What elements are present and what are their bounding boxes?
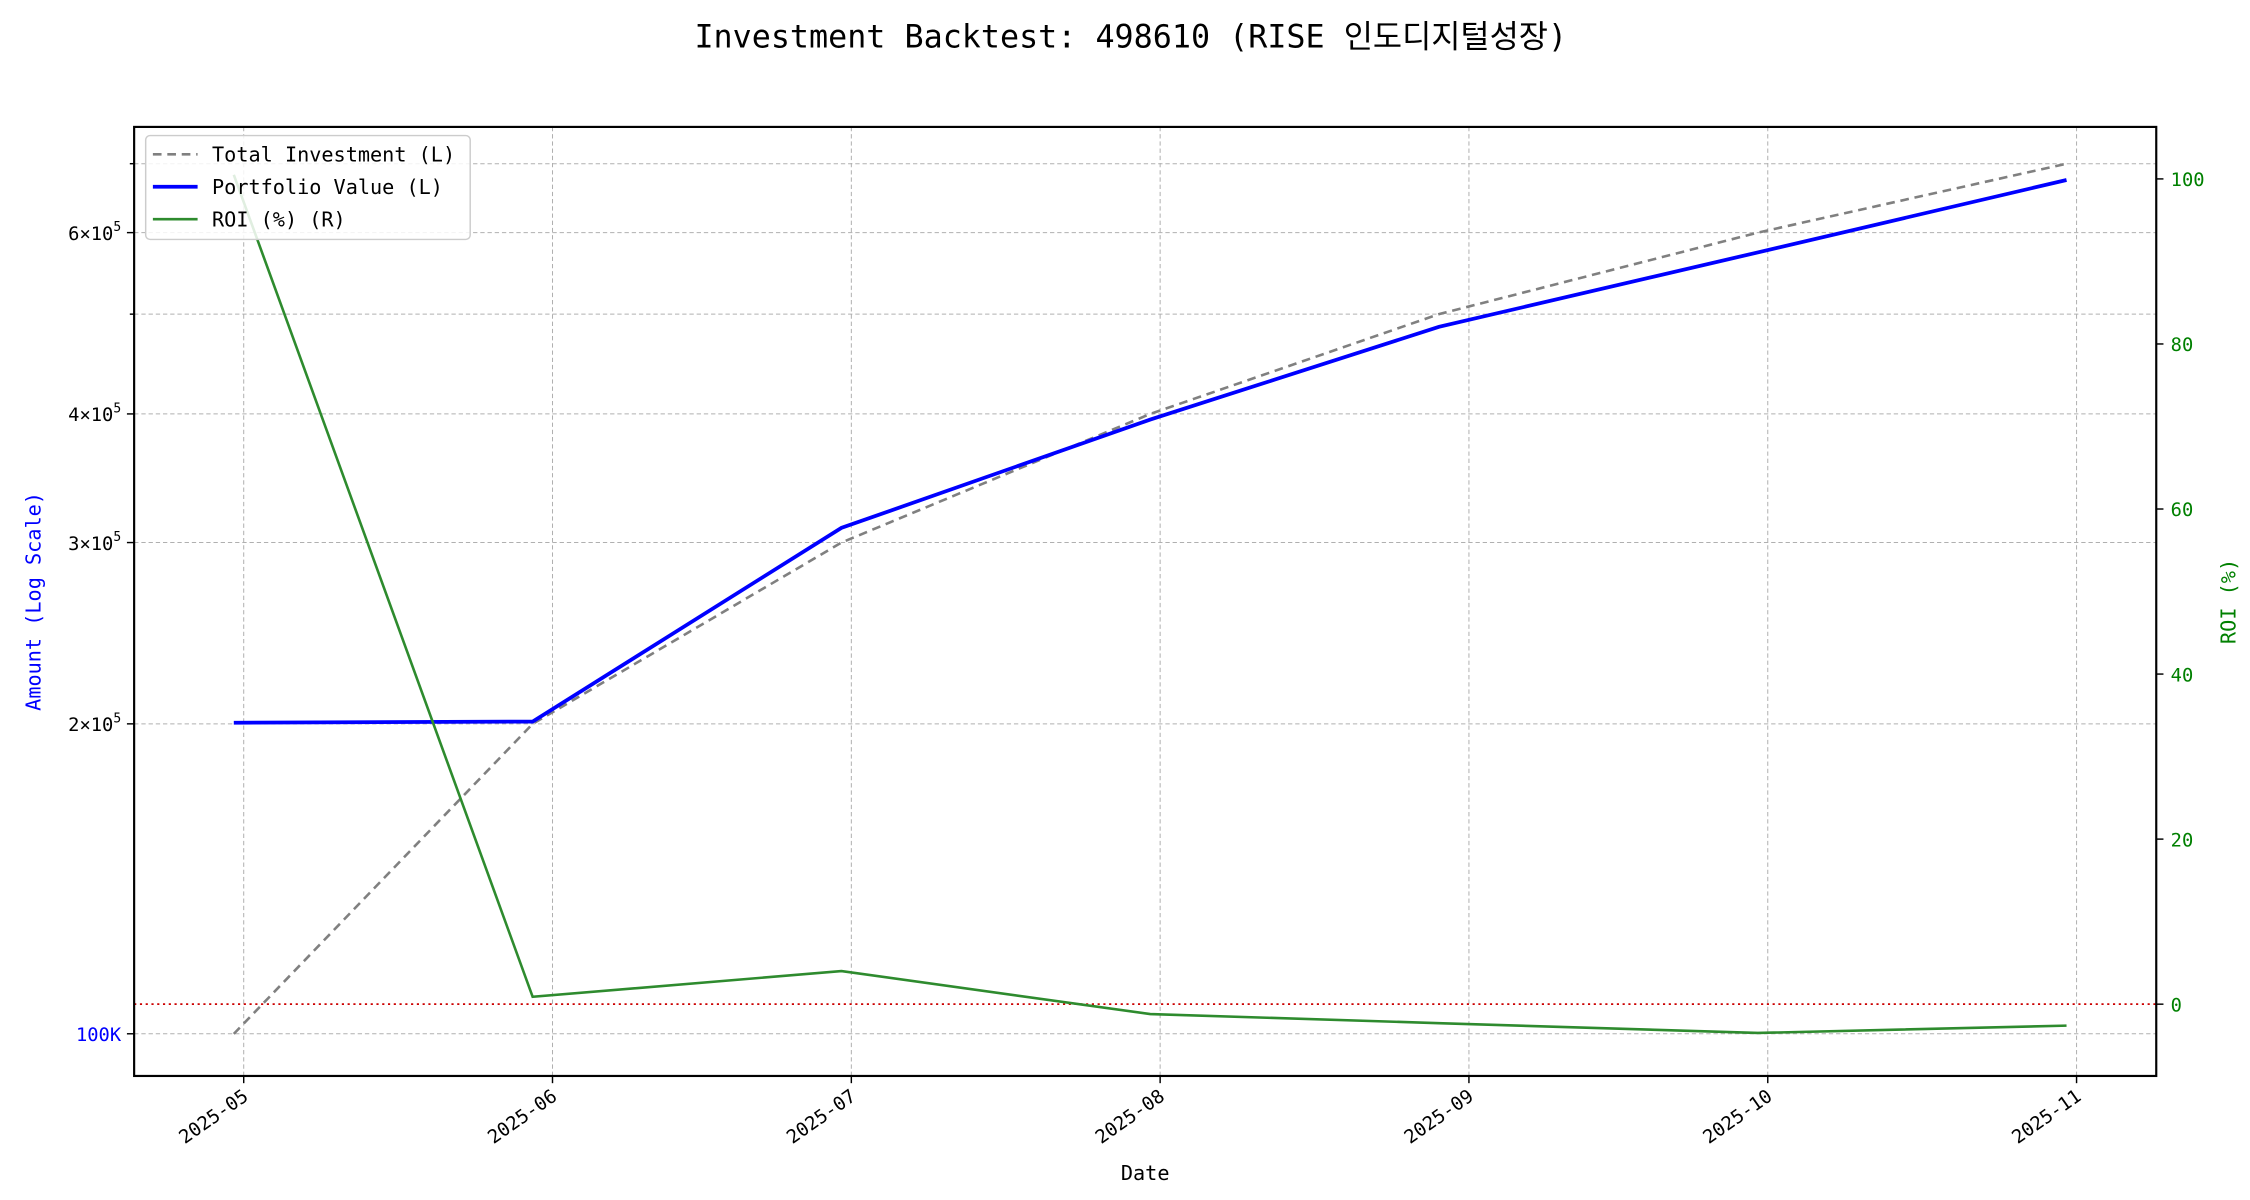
chart-title: Investment Backtest: 498610 (RISE 인도디지털성… xyxy=(694,20,1567,56)
legend-label: ROI (%) (R) xyxy=(212,207,346,231)
x-tick-label: 2025-07 xyxy=(783,1086,860,1149)
right-tick-label: 0 xyxy=(2171,995,2182,1016)
tick-exponent: 5 xyxy=(113,220,121,235)
tick-base: 100K xyxy=(76,1025,122,1046)
legend-label: Total Investment (L) xyxy=(212,143,455,167)
series-layer xyxy=(134,162,2157,1035)
y-tick-label: 4×105 xyxy=(68,401,121,426)
series-line-total-investment-l xyxy=(232,162,2067,1035)
plot-frame xyxy=(133,125,2158,1078)
x-tick-label: 2025-06 xyxy=(484,1086,561,1149)
legend-box xyxy=(144,134,471,241)
x-tick-label: 2025-05 xyxy=(176,1086,253,1149)
tick-base: 4×10 xyxy=(68,405,113,426)
x-axis-label: Date xyxy=(1121,1161,1170,1185)
x-tick-label: 2025-10 xyxy=(1700,1086,1777,1149)
tick-exponent: 5 xyxy=(113,401,121,416)
tick-exponent: 5 xyxy=(113,711,121,726)
tick-base: 6×10 xyxy=(68,224,113,245)
tick-exponent: 5 xyxy=(113,530,121,545)
right-tick-label: 100 xyxy=(2171,170,2205,191)
left-axis-label: Amount (Log Scale) xyxy=(21,492,45,711)
right-tick-label: 80 xyxy=(2171,335,2194,356)
right-tick-label: 60 xyxy=(2171,500,2194,521)
tick-base: 2×10 xyxy=(68,715,113,736)
y-tick-label: 100K xyxy=(76,1025,122,1046)
right-axis: 0 20 40 60 80 100 xyxy=(2156,170,2205,1016)
x-tick-label: 2025-11 xyxy=(2008,1086,2085,1149)
series-line-roi-r xyxy=(232,174,2067,1035)
x-axis: 2025-05 2025-06 2025-07 2025-08 2025-09 2025-… xyxy=(176,1075,2085,1149)
right-tick-label: 20 xyxy=(2171,830,2194,851)
right-tick-label: 40 xyxy=(2171,665,2194,686)
legend-label: Portfolio Value (L) xyxy=(212,175,443,199)
tick-base: 3×10 xyxy=(68,534,113,555)
grid xyxy=(134,126,2157,1076)
legend: Total Investment (L) Portfolio Value (L) R… xyxy=(144,134,471,241)
x-tick-label: 2025-09 xyxy=(1401,1086,1478,1149)
y-tick-label: 2×105 xyxy=(68,711,121,736)
right-axis-label: ROI (%) xyxy=(2217,559,2241,644)
y-tick-label: 3×105 xyxy=(68,530,121,555)
y-tick-label: 6×105 xyxy=(68,220,121,245)
series-line-portfolio-value-l xyxy=(233,178,2067,725)
x-tick-label: 2025-08 xyxy=(1092,1086,1169,1149)
